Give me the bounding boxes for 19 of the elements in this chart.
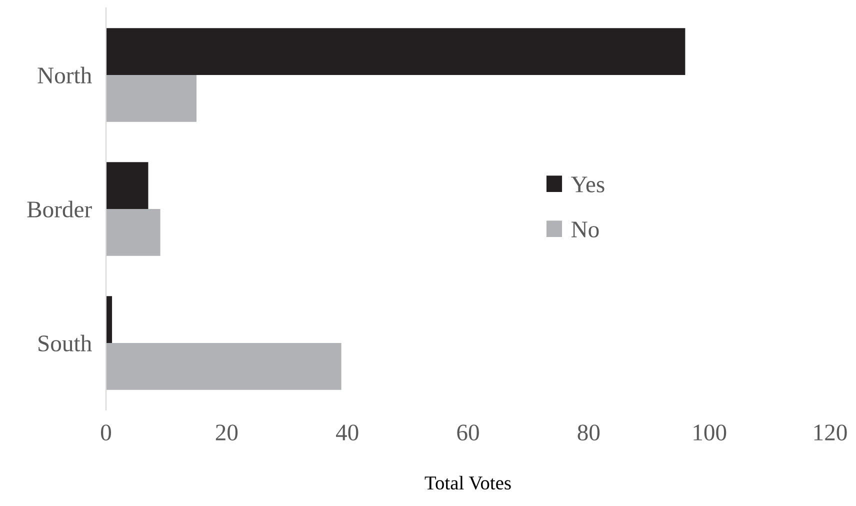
x-axis-title: Total Votes <box>424 476 511 490</box>
bar <box>106 296 112 343</box>
y-tick-label: North <box>38 66 92 84</box>
x-tick-label: 60 <box>457 424 479 441</box>
x-tick-label: 80 <box>578 424 600 441</box>
bar <box>106 343 342 390</box>
bar <box>106 209 160 256</box>
x-tick-label: 20 <box>216 424 238 441</box>
y-tick-label: Border <box>27 200 92 218</box>
y-tick-label: South <box>38 334 92 352</box>
x-tick-label: 120 <box>814 424 847 441</box>
legend-label: Yes <box>571 176 604 192</box>
legend-label: No <box>571 222 599 238</box>
bar <box>106 75 196 122</box>
x-tick-label: 100 <box>694 424 726 441</box>
x-tick-label: 0 <box>100 424 112 441</box>
bar <box>106 28 686 75</box>
bar <box>106 162 148 209</box>
x-tick-label: 40 <box>336 424 358 441</box>
